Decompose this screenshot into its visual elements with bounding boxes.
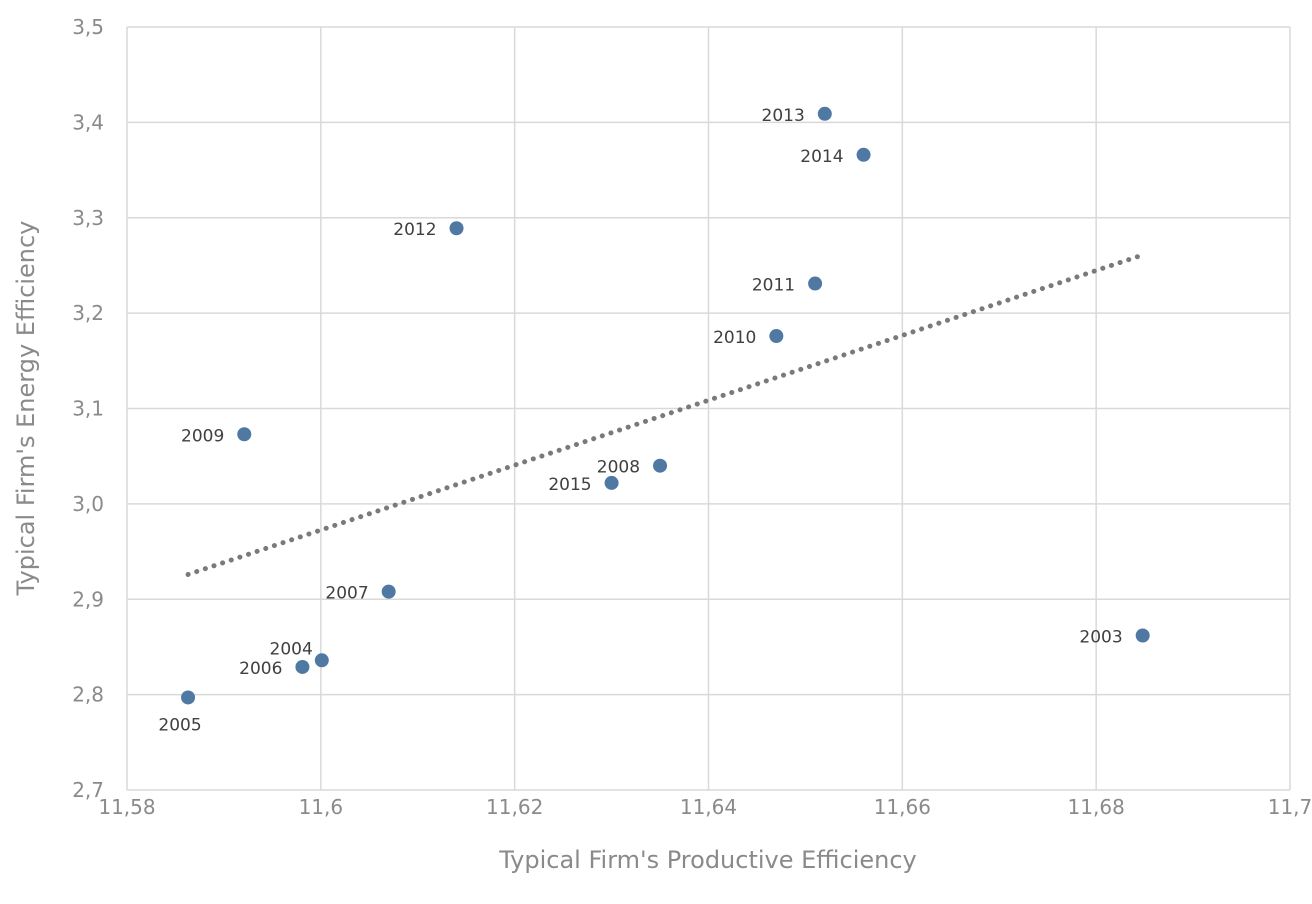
y-axis-title: Typical Firm's Energy Efficiency: [12, 221, 40, 597]
x-tick-label: 11,66: [874, 795, 931, 819]
point-label: 2014: [800, 147, 843, 167]
data-point: [381, 584, 396, 599]
point-label: 2012: [393, 220, 436, 240]
point-label: 2004: [270, 639, 313, 659]
ticks-layer: 11,58 11,6 11,62 11,64 11,66 11,68 11,7 2,7 2,8 2…: [72, 15, 1312, 819]
y-tick-label: 2,9: [72, 587, 104, 611]
x-tick-label: 11,58: [98, 795, 155, 819]
point-label: 2005: [158, 715, 201, 735]
x-axis-title: Typical Firm's Productive Efficiency: [498, 846, 917, 874]
data-point: [295, 659, 310, 674]
data-point: [769, 329, 784, 344]
y-tick-label: 3,2: [72, 301, 104, 325]
x-tick-label: 11,64: [680, 795, 737, 819]
y-tick-label: 3,3: [72, 206, 104, 230]
data-point: [314, 653, 329, 668]
data-point: [817, 106, 832, 121]
y-tick-label: 3,1: [72, 397, 104, 421]
x-tick-label: 11,7: [1268, 795, 1312, 819]
point-label: 2003: [1079, 627, 1122, 647]
y-tick-label: 2,7: [72, 778, 104, 802]
y-tick-label: 3,4: [72, 110, 104, 134]
x-tick-label: 11,62: [486, 795, 543, 819]
point-label: 2011: [752, 276, 795, 296]
data-point: [604, 475, 619, 490]
trendline: [185, 252, 1146, 577]
trend-layer: [185, 252, 1146, 577]
labels-layer: 2003 2004 2005 2006 2007 2008 2009 2010 2011 2012…: [158, 106, 1122, 736]
data-point: [808, 276, 823, 291]
y-tick-label: 3,0: [72, 492, 104, 516]
point-label: 2008: [597, 458, 640, 478]
y-tick-label: 3,5: [72, 15, 104, 39]
point-label: 2006: [239, 659, 282, 679]
x-tick-label: 11,6: [299, 795, 344, 819]
data-point: [237, 427, 252, 442]
data-point: [653, 458, 668, 473]
data-point: [181, 690, 196, 705]
point-label: 2007: [325, 584, 368, 604]
data-point: [449, 221, 464, 236]
points-layer: [181, 106, 1150, 705]
y-tick-label: 2,8: [72, 683, 104, 707]
data-point: [1135, 628, 1150, 643]
x-tick-label: 11,68: [1068, 795, 1125, 819]
data-point: [856, 147, 871, 162]
point-label: 2010: [713, 328, 756, 348]
point-label: 2015: [548, 475, 591, 495]
point-label: 2013: [762, 106, 805, 126]
point-label: 2009: [181, 426, 224, 446]
grid-layer: [126, 26, 1291, 791]
